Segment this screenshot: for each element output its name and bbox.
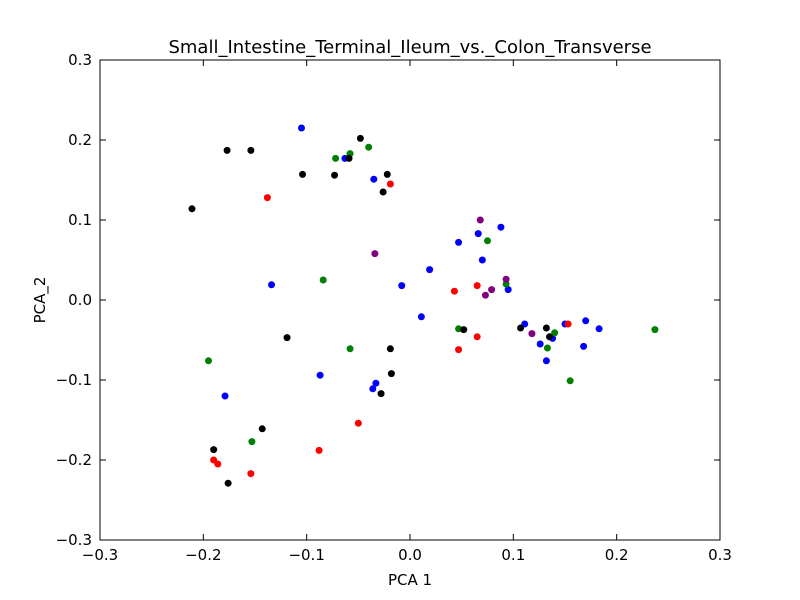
data-point bbox=[528, 330, 536, 338]
data-point bbox=[214, 460, 222, 468]
data-point bbox=[383, 170, 391, 178]
data-point bbox=[331, 171, 339, 179]
data-point bbox=[319, 276, 327, 284]
y-tick-label: −0.1 bbox=[56, 371, 92, 389]
data-point bbox=[564, 320, 572, 328]
data-point bbox=[455, 238, 463, 246]
data-point bbox=[651, 326, 659, 334]
data-point bbox=[473, 333, 481, 341]
data-point bbox=[481, 291, 489, 299]
data-point bbox=[450, 287, 458, 295]
x-axis-label: PCA 1 bbox=[388, 571, 432, 589]
data-point bbox=[488, 286, 496, 294]
data-point bbox=[371, 250, 379, 258]
data-point bbox=[502, 280, 510, 288]
data-point bbox=[417, 313, 425, 321]
data-point bbox=[517, 324, 525, 332]
data-point bbox=[386, 345, 394, 353]
data-point bbox=[247, 470, 255, 478]
data-point bbox=[460, 326, 468, 334]
data-point bbox=[377, 390, 385, 398]
x-tick-label: −0.2 bbox=[185, 546, 221, 564]
data-point bbox=[582, 317, 590, 325]
data-point bbox=[354, 419, 362, 427]
data-points bbox=[188, 124, 659, 487]
data-point bbox=[580, 342, 588, 350]
data-point bbox=[502, 275, 510, 283]
y-tick-label: −0.2 bbox=[56, 451, 92, 469]
data-point bbox=[268, 281, 276, 289]
data-point bbox=[263, 194, 271, 202]
y-tick-label: 0.1 bbox=[68, 211, 92, 229]
y-tick-label: 0.0 bbox=[68, 291, 92, 309]
x-tick-label: 0.1 bbox=[501, 546, 525, 564]
data-point bbox=[369, 385, 377, 393]
data-point bbox=[426, 266, 434, 274]
data-point bbox=[345, 154, 353, 162]
data-point bbox=[316, 371, 324, 379]
x-tick-label: −0.3 bbox=[82, 546, 118, 564]
data-point bbox=[387, 370, 395, 378]
y-tick-label: 0.2 bbox=[68, 131, 92, 149]
plot-frame bbox=[99, 59, 721, 541]
data-point bbox=[536, 340, 544, 348]
y-axis-label: PCA_2 bbox=[31, 277, 50, 324]
data-point bbox=[566, 377, 574, 385]
data-point bbox=[188, 205, 196, 213]
data-point bbox=[546, 333, 553, 341]
x-tick-label: −0.1 bbox=[288, 546, 324, 564]
axis-ticks: −0.3 −0.2 −0.1 0.0 0.1 0.2 0.3 −0.3 −0.2 −0.1 0.0 0… bbox=[56, 51, 732, 564]
data-point bbox=[298, 124, 305, 132]
data-point bbox=[258, 425, 266, 433]
x-tick-label: 0.0 bbox=[398, 546, 422, 564]
data-point bbox=[372, 379, 380, 387]
data-point bbox=[365, 143, 373, 151]
data-point bbox=[283, 334, 291, 342]
data-point bbox=[455, 325, 463, 333]
data-point bbox=[223, 146, 231, 154]
x-tick-label: 0.2 bbox=[605, 546, 629, 564]
data-point bbox=[224, 479, 232, 487]
y-tick-label: 0.3 bbox=[68, 51, 92, 69]
data-point bbox=[379, 188, 387, 196]
data-point bbox=[504, 286, 512, 294]
data-point bbox=[542, 357, 550, 365]
data-point bbox=[473, 282, 481, 290]
data-point bbox=[484, 237, 491, 245]
data-point bbox=[356, 134, 364, 142]
data-point bbox=[370, 175, 378, 183]
data-point bbox=[221, 392, 229, 400]
data-point bbox=[542, 324, 550, 332]
data-point bbox=[210, 446, 218, 454]
data-point bbox=[299, 170, 307, 178]
data-point bbox=[346, 345, 354, 353]
y-tick-label: −0.3 bbox=[56, 531, 92, 549]
data-point bbox=[315, 446, 323, 454]
data-point bbox=[248, 438, 256, 446]
data-point bbox=[476, 216, 484, 224]
data-point bbox=[551, 329, 559, 337]
data-point bbox=[455, 346, 463, 354]
data-point bbox=[478, 256, 486, 264]
data-point bbox=[247, 146, 255, 154]
data-point bbox=[398, 282, 406, 290]
data-point bbox=[497, 223, 505, 231]
chart-title: Small_Intestine_Terminal_Ileum_vs._Colon… bbox=[168, 37, 651, 58]
data-point bbox=[386, 180, 394, 188]
x-tick-label: 0.3 bbox=[708, 546, 732, 564]
data-point bbox=[595, 325, 603, 333]
data-point bbox=[332, 154, 340, 162]
data-point bbox=[474, 230, 482, 238]
data-point bbox=[205, 357, 212, 365]
plot-area bbox=[100, 60, 720, 540]
data-point bbox=[543, 344, 551, 352]
